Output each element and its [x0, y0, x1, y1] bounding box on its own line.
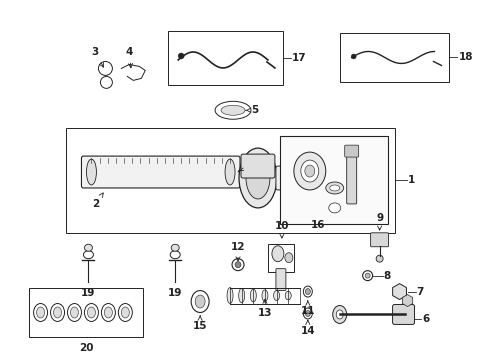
- Text: 17: 17: [291, 53, 306, 63]
- Text: 3: 3: [92, 48, 103, 67]
- Ellipse shape: [375, 255, 382, 262]
- Ellipse shape: [332, 306, 346, 323]
- Ellipse shape: [239, 148, 276, 208]
- Ellipse shape: [300, 160, 318, 182]
- Ellipse shape: [304, 165, 314, 177]
- Ellipse shape: [70, 307, 78, 318]
- Text: 18: 18: [457, 53, 472, 63]
- Ellipse shape: [285, 291, 291, 300]
- FancyBboxPatch shape: [301, 162, 313, 174]
- FancyBboxPatch shape: [344, 145, 358, 157]
- Text: 5: 5: [245, 105, 258, 115]
- Bar: [267, 244, 293, 272]
- Ellipse shape: [98, 62, 112, 75]
- Ellipse shape: [245, 157, 269, 199]
- Ellipse shape: [215, 101, 250, 119]
- Ellipse shape: [362, 271, 372, 280]
- Ellipse shape: [273, 291, 279, 301]
- Text: 15: 15: [192, 316, 207, 332]
- Text: 20: 20: [79, 343, 93, 354]
- Ellipse shape: [250, 289, 256, 302]
- FancyBboxPatch shape: [241, 154, 274, 178]
- Ellipse shape: [221, 105, 244, 115]
- Ellipse shape: [293, 152, 325, 190]
- Text: 4: 4: [125, 48, 133, 68]
- Ellipse shape: [365, 273, 369, 278]
- Text: 12: 12: [230, 242, 245, 261]
- Ellipse shape: [232, 259, 244, 271]
- FancyBboxPatch shape: [81, 156, 240, 188]
- Bar: [29, 288, 143, 337]
- Text: 19: 19: [81, 288, 96, 298]
- Ellipse shape: [328, 203, 340, 213]
- Ellipse shape: [195, 295, 204, 308]
- Ellipse shape: [84, 303, 98, 321]
- Text: 9: 9: [375, 213, 383, 230]
- Text: 13: 13: [257, 299, 272, 319]
- Ellipse shape: [271, 246, 284, 262]
- Ellipse shape: [305, 289, 310, 294]
- Ellipse shape: [191, 291, 209, 312]
- Ellipse shape: [224, 159, 235, 185]
- FancyBboxPatch shape: [346, 147, 356, 204]
- Ellipse shape: [325, 182, 343, 194]
- Ellipse shape: [226, 288, 233, 303]
- Ellipse shape: [336, 310, 343, 319]
- Ellipse shape: [101, 303, 115, 321]
- Ellipse shape: [303, 308, 312, 319]
- Ellipse shape: [67, 303, 81, 321]
- Bar: [339, 32, 448, 82]
- FancyBboxPatch shape: [283, 162, 294, 174]
- Ellipse shape: [100, 76, 112, 88]
- Ellipse shape: [178, 53, 184, 59]
- Text: 19: 19: [168, 288, 182, 298]
- Text: 7: 7: [416, 287, 423, 297]
- Text: 11: 11: [300, 301, 314, 316]
- Ellipse shape: [329, 185, 339, 191]
- Ellipse shape: [37, 307, 44, 318]
- Ellipse shape: [285, 253, 292, 263]
- Text: 14: 14: [300, 320, 314, 336]
- Text: 10: 10: [274, 221, 288, 238]
- Ellipse shape: [235, 262, 241, 268]
- FancyBboxPatch shape: [370, 233, 388, 247]
- Ellipse shape: [305, 310, 310, 316]
- Bar: [65, 128, 394, 233]
- Ellipse shape: [303, 286, 312, 297]
- FancyBboxPatch shape: [275, 166, 324, 190]
- Ellipse shape: [350, 54, 355, 59]
- Ellipse shape: [84, 244, 92, 251]
- FancyBboxPatch shape: [275, 269, 285, 291]
- Ellipse shape: [83, 251, 93, 259]
- Ellipse shape: [50, 303, 64, 321]
- Text: 8: 8: [383, 271, 390, 281]
- Ellipse shape: [170, 251, 180, 259]
- FancyBboxPatch shape: [392, 305, 414, 324]
- Text: 2: 2: [92, 193, 103, 209]
- Text: 16: 16: [310, 220, 325, 230]
- Ellipse shape: [118, 303, 132, 321]
- Bar: [168, 31, 283, 85]
- Ellipse shape: [104, 307, 112, 318]
- Ellipse shape: [53, 307, 61, 318]
- Ellipse shape: [86, 159, 96, 185]
- Ellipse shape: [262, 290, 267, 301]
- Ellipse shape: [171, 244, 179, 251]
- Ellipse shape: [121, 307, 129, 318]
- Bar: [279, 136, 387, 224]
- Ellipse shape: [34, 303, 47, 321]
- Ellipse shape: [87, 307, 95, 318]
- Text: 6: 6: [422, 314, 429, 324]
- Text: 1: 1: [407, 175, 414, 185]
- Ellipse shape: [238, 288, 244, 303]
